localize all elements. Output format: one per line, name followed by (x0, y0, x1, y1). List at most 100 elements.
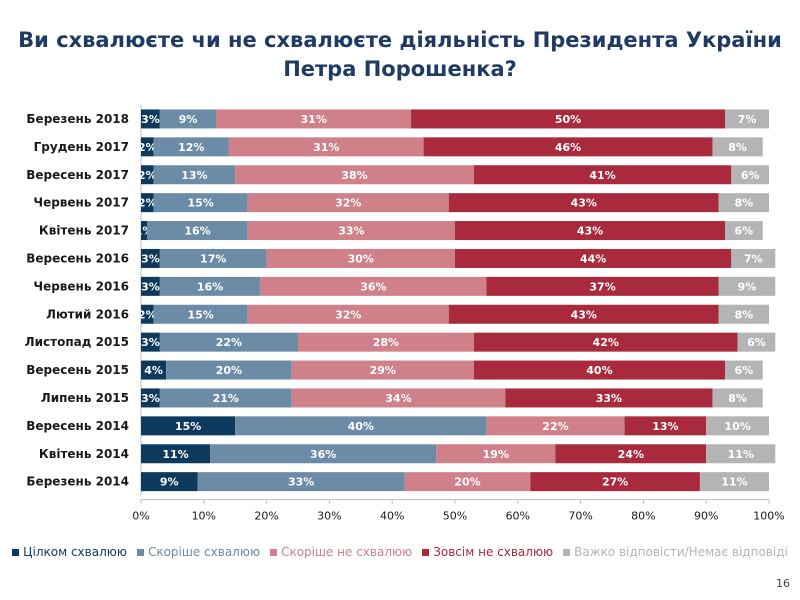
page-number: 16 (776, 577, 790, 590)
data-label: 16% (184, 225, 210, 238)
data-label: 22% (216, 336, 242, 349)
data-label: 20% (454, 476, 480, 489)
data-label: 11% (721, 476, 747, 489)
legend-swatch (422, 548, 430, 556)
data-label: 43% (577, 225, 603, 238)
bar-segment (473, 360, 726, 380)
bar-segment (153, 137, 229, 157)
chart-title-line-1: Ви схвалюєте чи не схвалюєте діяльність … (18, 28, 782, 52)
data-label: 33% (338, 225, 364, 238)
bar-segment (298, 332, 474, 352)
data-label: 40% (586, 364, 612, 377)
data-label: 2% (138, 197, 157, 210)
category-label: Червень 2016 (33, 279, 129, 293)
bar-segment (159, 388, 292, 408)
category-label: Березень 2014 (26, 475, 129, 489)
legend-swatch (270, 548, 278, 556)
bar-segment (706, 416, 769, 436)
bar-segment (141, 304, 154, 324)
data-label: 33% (288, 476, 314, 489)
category-label: Листопад 2015 (25, 335, 129, 349)
bar-segment (266, 248, 455, 268)
bar-segment (247, 221, 455, 241)
bar-segment (153, 304, 248, 324)
bar-segment (235, 165, 474, 185)
bar-segment (141, 137, 154, 157)
data-label: 15% (187, 197, 213, 210)
x-tick-label: 70% (568, 510, 592, 523)
data-label: 9% (179, 113, 198, 126)
bar-segment (247, 304, 449, 324)
data-label: 10% (724, 420, 750, 433)
bar-segment (141, 276, 160, 296)
bar-segment (141, 248, 160, 268)
data-label: 24% (618, 448, 644, 461)
bar-segment (141, 193, 154, 213)
bar-segment (247, 193, 449, 213)
category-label: Лютий 2016 (46, 307, 129, 321)
data-label: 13% (181, 169, 207, 182)
data-label: 33% (596, 392, 622, 405)
x-tick-label: 90% (694, 510, 718, 523)
data-label: 6% (741, 169, 760, 182)
data-label: 38% (341, 169, 367, 182)
data-label: 43% (571, 308, 597, 321)
data-label: 6% (747, 336, 766, 349)
bar-segment (141, 165, 154, 185)
data-label: 11% (162, 448, 188, 461)
legend-swatch (136, 548, 144, 556)
bar-segment (718, 304, 769, 324)
bar-segment (530, 472, 700, 492)
bar-segment (473, 332, 738, 352)
bar-segment (706, 444, 776, 464)
bar-segment (159, 276, 261, 296)
bar-segment (141, 444, 211, 464)
data-label: 3% (141, 336, 160, 349)
data-label: 20% (216, 364, 242, 377)
chart-title: Ви схвалюєте чи не схвалюєте діяльність … (0, 26, 800, 84)
data-label: 3% (141, 252, 160, 265)
category-label: Вересень 2014 (26, 419, 129, 433)
data-label: 6% (735, 364, 754, 377)
data-label: 8% (735, 308, 754, 321)
bar-segment (555, 444, 707, 464)
category-label: Грудень 2017 (34, 140, 129, 154)
bar-segment (210, 444, 437, 464)
bar-segment (153, 165, 236, 185)
data-label: 46% (555, 141, 581, 154)
data-label: 3% (141, 280, 160, 293)
bar-segment (141, 360, 167, 380)
data-label: 3% (141, 113, 160, 126)
data-label: 2% (138, 169, 157, 182)
bar-segment (731, 165, 769, 185)
data-label: 50% (555, 113, 581, 126)
bar-segment (712, 388, 763, 408)
x-tick-label: 0% (132, 510, 149, 523)
bar-segment (291, 388, 506, 408)
bar-segment (699, 472, 769, 492)
data-label: 8% (728, 141, 747, 154)
data-label: 2% (138, 141, 157, 154)
data-label: 42% (593, 336, 619, 349)
bar-segment (147, 221, 248, 241)
bar-segment (235, 416, 487, 436)
x-tick-label: 100% (753, 510, 784, 523)
bar-segment (159, 248, 267, 268)
bar-segment (448, 193, 719, 213)
x-tick-label: 60% (506, 510, 530, 523)
data-label: 16% (197, 280, 223, 293)
category-label: Квітень 2014 (39, 447, 129, 461)
data-label: 19% (483, 448, 509, 461)
category-label: Квітень 2017 (39, 224, 129, 238)
x-tick-label: 20% (254, 510, 278, 523)
bar-segment (411, 109, 726, 129)
data-label: 15% (175, 420, 201, 433)
data-label: 43% (571, 197, 597, 210)
bar-segment (153, 193, 248, 213)
data-label: 37% (589, 280, 615, 293)
bar-segment (141, 388, 160, 408)
bar-segment (486, 416, 625, 436)
category-label: Вересень 2015 (26, 363, 129, 377)
data-label: 6% (735, 225, 754, 238)
